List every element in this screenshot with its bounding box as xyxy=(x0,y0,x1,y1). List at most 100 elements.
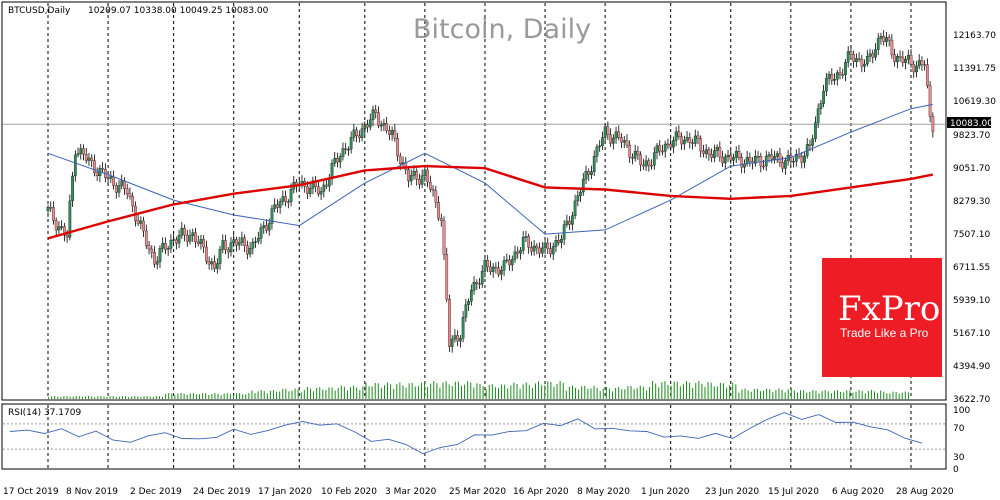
candle-body xyxy=(721,157,723,163)
candle-body xyxy=(866,56,868,64)
candle-body xyxy=(814,123,816,139)
candle-body xyxy=(194,233,196,242)
candle-body xyxy=(323,185,325,191)
candle-body xyxy=(527,236,529,247)
candle-body xyxy=(183,228,185,235)
volume-bars xyxy=(48,381,909,399)
volume-bar xyxy=(455,382,456,399)
candle-body xyxy=(779,154,781,163)
volume-bar xyxy=(461,386,462,399)
volume-bar xyxy=(73,397,74,399)
volume-bar xyxy=(563,383,564,399)
candle-body xyxy=(216,264,218,269)
volume-bar xyxy=(282,389,283,399)
candle-body xyxy=(869,54,871,57)
volume-bar xyxy=(325,390,326,399)
candle-body xyxy=(700,139,702,151)
candle-body xyxy=(342,149,344,157)
volume-bar xyxy=(504,385,505,399)
volume-bar xyxy=(171,394,172,399)
candle-body xyxy=(893,55,895,62)
volume-bar xyxy=(381,388,382,399)
date-tick: 28 Aug 2020 xyxy=(896,487,954,497)
candle-body xyxy=(388,131,390,135)
candle-body xyxy=(375,110,377,113)
candle-body xyxy=(664,144,666,151)
candle-body xyxy=(697,136,699,139)
volume-bar xyxy=(258,391,259,399)
volume-bar xyxy=(510,386,511,399)
candle-body xyxy=(60,227,62,228)
volume-bar xyxy=(48,397,49,399)
date-tick: 15 Jul 2020 xyxy=(768,487,819,497)
volume-bar xyxy=(655,384,656,399)
volume-bar xyxy=(800,390,801,399)
candle-body xyxy=(519,250,521,253)
volume-bar xyxy=(627,386,628,399)
candle-body xyxy=(181,228,183,235)
volume-bar xyxy=(594,386,595,399)
candle-body xyxy=(287,202,289,203)
candle-body xyxy=(410,175,412,181)
volume-bar xyxy=(859,390,860,399)
candle-body xyxy=(525,236,527,237)
candle-body xyxy=(437,202,439,218)
volume-bar xyxy=(433,381,434,399)
candle-body xyxy=(809,144,811,145)
candle-body xyxy=(492,267,494,272)
volume-bar xyxy=(137,396,138,399)
volume-bar xyxy=(778,389,779,399)
candle-body xyxy=(790,155,792,161)
volume-bar xyxy=(668,385,669,399)
volume-bar xyxy=(57,397,58,399)
volume-bar xyxy=(658,387,659,399)
volume-bar xyxy=(683,384,684,399)
candle-body xyxy=(107,178,109,179)
candle-body xyxy=(344,149,346,150)
volume-bar xyxy=(600,391,601,399)
volume-bar xyxy=(202,393,203,399)
volume-bar xyxy=(606,387,607,399)
volume-bar xyxy=(218,394,219,399)
volume-bar xyxy=(100,396,101,399)
candle-body xyxy=(590,172,592,175)
candle-body xyxy=(538,248,540,253)
candle-body xyxy=(396,138,398,156)
volume-bar xyxy=(772,392,773,399)
candle-body xyxy=(822,91,824,103)
candle-body xyxy=(129,194,131,197)
candle-body xyxy=(923,65,925,66)
candle-body xyxy=(334,158,336,163)
volume-bar xyxy=(384,385,385,399)
candle-body xyxy=(631,157,633,158)
volume-bar xyxy=(498,388,499,399)
volume-bar xyxy=(335,391,336,399)
volume-bar xyxy=(430,384,431,399)
candle-body xyxy=(350,137,352,149)
candle-body xyxy=(757,156,759,157)
date-tick: 3 Mar 2020 xyxy=(385,487,437,497)
volume-bar xyxy=(174,395,175,399)
volume-bar xyxy=(421,383,422,399)
volume-bar xyxy=(301,392,302,399)
candle-body xyxy=(383,123,385,125)
volume-bar xyxy=(769,389,770,399)
volume-bar xyxy=(686,381,687,399)
volume-bar xyxy=(834,391,835,399)
rsi-tick: 0 xyxy=(953,465,959,475)
candle-body xyxy=(530,247,532,251)
volume-bar xyxy=(825,390,826,399)
volume-bar xyxy=(393,389,394,399)
candle-body xyxy=(415,171,417,179)
volume-bar xyxy=(868,391,869,399)
volume-bar xyxy=(347,391,348,399)
candle-body xyxy=(702,151,704,154)
volume-bar xyxy=(279,392,280,399)
candle-body xyxy=(118,186,120,193)
candle-body xyxy=(454,335,456,339)
volume-bar xyxy=(184,394,185,399)
volume-bar xyxy=(865,393,866,399)
volume-bar xyxy=(871,390,872,399)
candle-body xyxy=(514,252,516,259)
candle-body xyxy=(511,259,513,265)
